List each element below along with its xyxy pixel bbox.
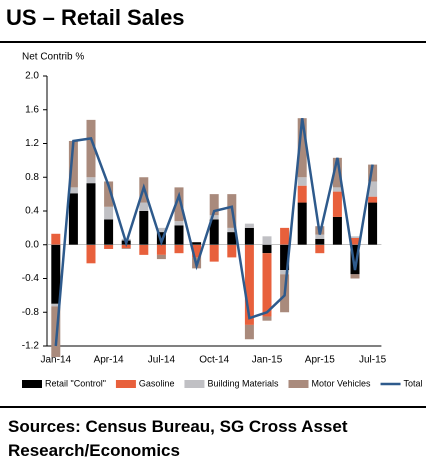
y-tick-label: -0.8 [22, 307, 40, 318]
legend-swatch [288, 380, 309, 388]
legend-label: Total [404, 378, 423, 388]
bar-segment [209, 244, 219, 262]
bar-segment [192, 244, 202, 258]
y-axis-label: Net Contrib % [22, 52, 84, 63]
bar-segment [244, 227, 254, 245]
y-tick-label: 0.4 [25, 206, 39, 217]
legend-label: Building Materials [207, 378, 279, 388]
chart-title: US – Retail Sales [6, 5, 185, 30]
bar-segment [156, 227, 166, 233]
bar-segment [209, 219, 219, 245]
y-tick-label: 0.8 [25, 172, 39, 183]
x-tick-label: Apr-15 [305, 355, 335, 366]
bar-segment [368, 196, 378, 203]
bar-segment [174, 221, 184, 226]
legend-swatch [22, 380, 42, 388]
y-tick-label: 2.0 [25, 71, 39, 82]
bar-segment [227, 232, 237, 245]
bar-segment [51, 244, 61, 304]
bar-segment [350, 244, 360, 275]
y-tick-label: 1.6 [25, 104, 39, 115]
bar-segment [174, 187, 184, 222]
y-tick-label: 1.2 [25, 138, 39, 149]
bar-segment [350, 274, 360, 279]
bar-segment [209, 194, 219, 216]
bar-segment [209, 215, 219, 220]
bar-segment [368, 164, 378, 182]
x-tick-label: Jan-14 [41, 355, 72, 366]
bar-segment [139, 202, 149, 211]
bar-segment [104, 244, 114, 249]
bar-segment [156, 244, 166, 255]
bar-segment [262, 316, 272, 321]
legend-label: Motor Vehicles [312, 378, 372, 388]
bar-segment [297, 202, 307, 245]
bar-segment [332, 157, 342, 188]
bar-segment [280, 244, 290, 271]
bar-segment [297, 118, 307, 178]
bar-segment [297, 185, 307, 203]
bar-segment [262, 244, 272, 254]
bar-segment [332, 187, 342, 192]
bar-segment [244, 223, 254, 228]
bar-segment [51, 233, 61, 245]
source: Sources: Census Bureau, SG Cross Asset R… [8, 417, 348, 460]
bar-segment [86, 177, 96, 184]
x-tick-label: Apr-14 [94, 355, 124, 366]
bar-segment [86, 183, 96, 245]
legend-label: Gasoline [139, 378, 175, 388]
bar-segment [139, 244, 149, 255]
bar-segment [315, 244, 325, 254]
x-tick-label: Jul-14 [148, 355, 176, 366]
bar-segment [315, 238, 325, 245]
bar-segment [121, 248, 131, 249]
x-tick-label: Jul-15 [359, 355, 387, 366]
x-tick-label: Jan-15 [252, 355, 283, 366]
bar-segment [368, 181, 378, 197]
bar-segment [227, 244, 237, 258]
bar-segment [192, 242, 202, 245]
bar-segment [227, 227, 237, 233]
x-tick-label: Oct-14 [199, 355, 229, 366]
bar-segment [104, 219, 114, 245]
bar-segment [350, 236, 360, 238]
y-tick-label: 0.0 [25, 239, 39, 250]
bar-segment [244, 244, 254, 325]
legend-swatch [184, 380, 205, 388]
y-tick-label: -0.4 [22, 273, 40, 284]
bar-segment [156, 254, 166, 260]
bar-segment [104, 206, 114, 220]
bar-segment [104, 181, 114, 207]
bar-segment [280, 270, 290, 275]
bar-segment [86, 119, 96, 178]
bar-segment [332, 191, 342, 217]
bar-segment [262, 236, 272, 245]
total-line [54, 118, 374, 347]
bar-segment [68, 193, 78, 245]
bar-segment [280, 227, 290, 245]
legend-swatch [115, 380, 136, 388]
bar-segment [297, 177, 307, 186]
bar-segment [68, 140, 78, 188]
bar-segment [68, 187, 78, 194]
bar-segment [332, 216, 342, 245]
legend-label: Retail "Control" [45, 378, 106, 388]
bar-segment [315, 234, 325, 239]
y-tick-label: -1.2 [22, 341, 40, 352]
bar-segment [51, 303, 61, 307]
source-box: Sources: Census Bureau, SG Cross Asset R… [8, 417, 348, 460]
bar-segment [368, 202, 378, 245]
bar-segment [174, 225, 184, 245]
bar-segment [350, 238, 360, 245]
bar-segment [139, 211, 149, 245]
bar-segment [86, 244, 96, 264]
bar-segment [174, 244, 184, 254]
bar-segment [244, 324, 254, 340]
bar-segment [262, 253, 272, 317]
